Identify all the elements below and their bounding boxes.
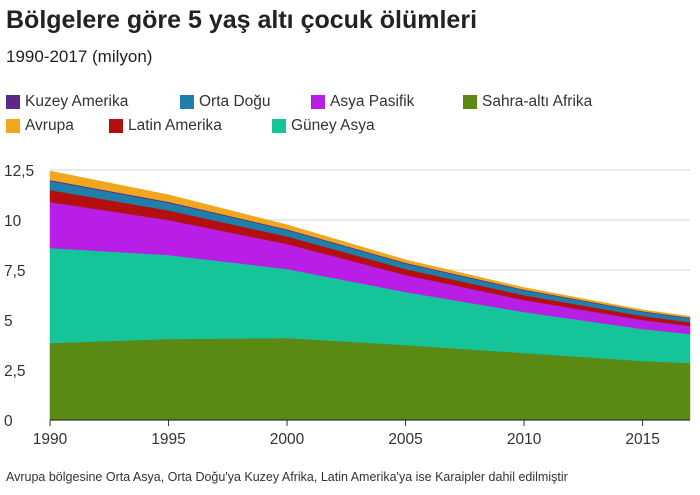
legend-swatch xyxy=(463,95,477,109)
stacked-area-chart: 0 2,5 5 7,5 10 12,5 1990 1995 2000 2005 2010 2015 xyxy=(4,163,691,448)
legend-swatch xyxy=(311,95,325,109)
legend-item-guney-asya: Güney Asya xyxy=(272,117,375,135)
legend-label: Kuzey Amerika xyxy=(25,93,129,110)
x-tick-label: 2005 xyxy=(388,431,422,448)
legend-item-latin-amerika: Latin Amerika xyxy=(109,117,222,135)
legend-label: Güney Asya xyxy=(291,117,375,134)
legend-swatch xyxy=(272,119,286,133)
legend-item-sahra-alti-afrika: Sahra-altı Afrika xyxy=(463,93,592,111)
y-tick-label: 7,5 xyxy=(4,263,26,280)
legend-label: Asya Pasifik xyxy=(330,93,415,110)
legend-item-avrupa: Avrupa xyxy=(6,117,74,135)
x-tick-label: 2015 xyxy=(625,431,659,448)
legend-label: Sahra-altı Afrika xyxy=(482,93,593,110)
x-tick-label: 2000 xyxy=(270,431,305,448)
x-tick-label: 2010 xyxy=(507,431,542,448)
y-tick-label: 0 xyxy=(4,413,13,430)
y-tick-label: 10 xyxy=(4,213,22,230)
legend-label: Avrupa xyxy=(25,117,74,134)
legend-item-orta-dogu: Orta Doğu xyxy=(180,93,271,111)
chart-subtitle: 1990-2017 (milyon) xyxy=(6,47,153,66)
legend-swatch xyxy=(6,95,20,109)
y-tick-label: 12,5 xyxy=(4,163,34,180)
legend-swatch xyxy=(180,95,194,109)
legend-item-kuzey-amerika: Kuzey Amerika xyxy=(6,93,128,111)
legend-swatch xyxy=(6,119,20,133)
x-tick-label: 1990 xyxy=(33,431,68,448)
area-avrupa xyxy=(49,170,691,318)
y-tick-label: 5 xyxy=(4,313,13,330)
footnote: Avrupa bölgesine Orta Asya, Orta Doğu'ya… xyxy=(6,470,568,484)
legend-item-asya-pasifik: Asya Pasifik xyxy=(311,93,414,111)
legend-label: Latin Amerika xyxy=(128,117,222,134)
legend-swatch xyxy=(109,119,123,133)
y-tick-label: 2,5 xyxy=(4,363,26,380)
x-tick-label: 1995 xyxy=(151,431,185,448)
legend-label: Orta Doğu xyxy=(199,93,271,110)
chart-title: Bölgelere göre 5 yaş altı çocuk ölümleri xyxy=(6,6,478,34)
